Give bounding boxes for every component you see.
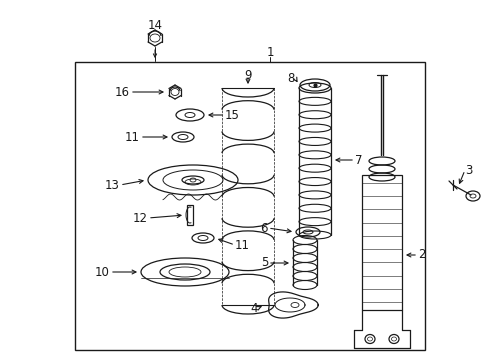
Bar xyxy=(75,62,424,350)
Text: 6: 6 xyxy=(260,221,267,234)
Text: 3: 3 xyxy=(464,163,471,176)
Text: 11: 11 xyxy=(235,239,249,252)
Text: 5: 5 xyxy=(260,256,267,270)
Text: 4: 4 xyxy=(250,302,258,315)
Text: 10: 10 xyxy=(95,266,110,279)
Bar xyxy=(361,175,401,310)
Text: 14: 14 xyxy=(147,18,162,32)
Text: 7: 7 xyxy=(354,153,362,166)
Text: 9: 9 xyxy=(244,68,251,81)
Text: 16: 16 xyxy=(115,86,130,99)
Text: 8: 8 xyxy=(287,72,294,85)
Text: 11: 11 xyxy=(125,131,140,144)
Bar xyxy=(186,205,193,225)
Text: 12: 12 xyxy=(133,212,148,225)
Text: 13: 13 xyxy=(105,179,120,192)
Text: 2: 2 xyxy=(417,248,425,261)
Text: 1: 1 xyxy=(265,45,273,59)
Text: 15: 15 xyxy=(224,108,240,122)
